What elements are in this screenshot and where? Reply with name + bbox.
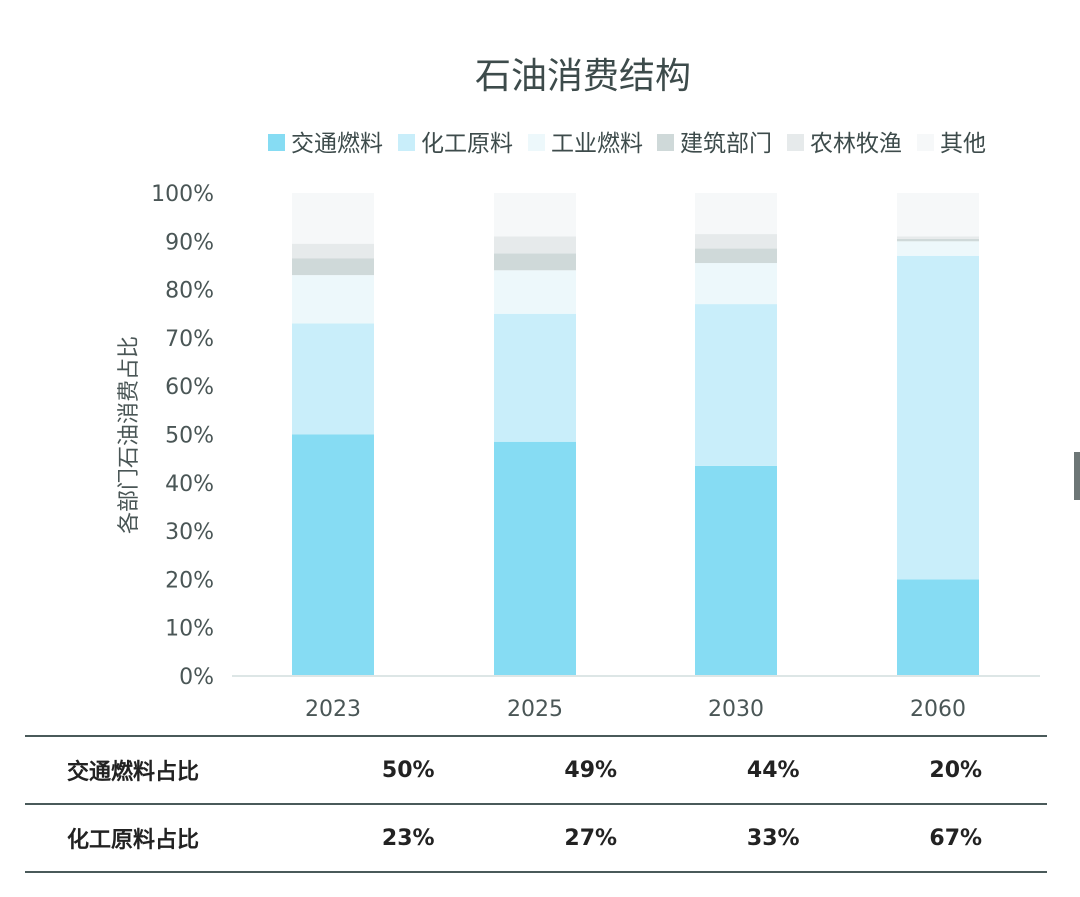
bar-segment	[292, 193, 374, 244]
summary-cell: 44%	[746, 757, 800, 783]
bar-segment	[695, 248, 777, 264]
y-tick-label: 70%	[165, 327, 214, 352]
legend-swatch	[657, 134, 674, 151]
bar-segment	[695, 193, 777, 235]
bar-segment	[494, 193, 576, 237]
edge-artifact	[1074, 452, 1080, 500]
bar-segment	[494, 441, 576, 676]
bar-segment	[292, 275, 374, 324]
bar-segment	[695, 234, 777, 249]
summary-cell: 20%	[929, 757, 983, 783]
y-tick-label: 0%	[179, 665, 214, 690]
legend-label: 工业燃料	[551, 131, 643, 157]
bar-segment	[897, 238, 979, 242]
bar-segment	[897, 579, 979, 676]
bar-segment	[897, 241, 979, 256]
legend-label: 农林牧渔	[810, 131, 902, 157]
bars	[292, 193, 979, 676]
legend-swatch	[398, 134, 415, 151]
bar-segment	[695, 263, 777, 305]
legend-label: 交通燃料	[291, 131, 383, 157]
bar-segment	[897, 236, 979, 239]
y-tick-label: 80%	[165, 279, 214, 304]
bar-segment	[292, 323, 374, 435]
bar-segment	[292, 434, 374, 676]
x-axis-ticks: 2023 2025 2030 2060	[305, 697, 966, 722]
y-tick-label: 60%	[165, 375, 214, 400]
legend-label: 其他	[940, 131, 986, 157]
summary-row-label: 化工原料占比	[67, 828, 200, 853]
summary-row: 交通燃料占比 50% 49% 44% 20%	[25, 736, 1047, 804]
summary-table: 交通燃料占比 50% 49% 44% 20% 化工原料占比 23% 27% 33% 67%	[25, 735, 1047, 873]
legend-label: 化工原料	[421, 131, 513, 157]
legend: 交通燃料 化工原料 工业燃料 建筑部门 农林牧渔 其他	[268, 131, 986, 157]
bar-segment	[897, 193, 979, 237]
x-tick-label: 2030	[708, 697, 764, 722]
y-tick-label: 50%	[165, 424, 214, 449]
bar-segment	[897, 255, 979, 580]
y-tick-label: 30%	[165, 520, 214, 545]
bar-segment	[494, 253, 576, 271]
bar-segment	[292, 258, 374, 276]
legend-swatch	[528, 134, 545, 151]
y-tick-label: 100%	[151, 182, 214, 207]
summary-row-label: 交通燃料占比	[67, 760, 200, 785]
summary-row: 化工原料占比 23% 27% 33% 67%	[25, 804, 1047, 872]
summary-cell: 50%	[381, 757, 435, 783]
summary-cell: 49%	[564, 757, 618, 783]
x-tick-label: 2023	[305, 697, 361, 722]
y-tick-label: 40%	[165, 472, 214, 497]
bar-segment	[494, 236, 576, 254]
summary-cell: 33%	[746, 825, 800, 851]
bar-segment	[292, 243, 374, 259]
summary-cell: 27%	[564, 825, 618, 851]
y-tick-label: 90%	[165, 230, 214, 255]
legend-swatch	[917, 134, 934, 151]
bar-segment	[494, 313, 576, 442]
y-tick-label: 20%	[165, 568, 214, 593]
x-tick-label: 2060	[910, 697, 966, 722]
summary-cell: 23%	[381, 825, 435, 851]
bar-segment	[695, 304, 777, 466]
y-axis-ticks: 0% 10% 20% 30% 40% 50% 60% 70% 80% 90% 100%	[151, 182, 214, 690]
y-axis-label: 各部门石油消费占比	[117, 336, 142, 534]
legend-swatch	[787, 134, 804, 151]
legend-swatch	[268, 134, 285, 151]
bar-segment	[695, 465, 777, 676]
bar-segment	[494, 270, 576, 314]
stacked-bar-chart: 石油消费结构 交通燃料 化工原料 工业燃料 建筑部门 农林牧渔 其他 0% 10% 20% 30…	[117, 56, 1040, 722]
x-tick-label: 2025	[507, 697, 563, 722]
summary-cell: 67%	[929, 825, 983, 851]
chart-title: 石油消费结构	[475, 56, 691, 97]
legend-label: 建筑部门	[680, 131, 772, 157]
y-tick-label: 10%	[165, 617, 214, 642]
